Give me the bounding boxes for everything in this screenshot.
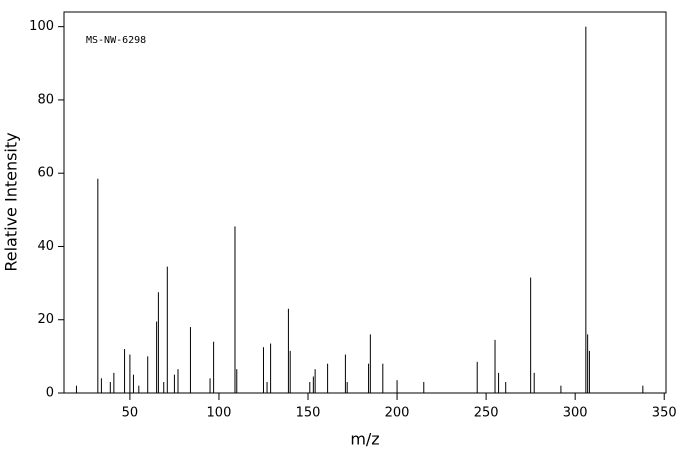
x-tick-label: 50: [122, 406, 139, 421]
plot-frame: [63, 11, 667, 394]
x-tick-label: 250: [474, 406, 499, 421]
annotation: MS-NW-6298: [86, 35, 146, 46]
x-tick-label: 350: [652, 406, 676, 421]
x-tick-label: 100: [207, 406, 232, 421]
y-tick-label: 60: [37, 166, 54, 181]
y-tick-label: 80: [37, 92, 54, 107]
x-tick-label: 300: [563, 406, 588, 421]
x-tick-label: 200: [385, 406, 410, 421]
y-axis-label: Relative Intensity: [2, 132, 21, 271]
x-tick-label: 150: [296, 406, 321, 421]
x-axis-label: m/z: [350, 430, 379, 449]
y-tick-label: 0: [46, 386, 54, 401]
y-tick-label: 40: [37, 239, 54, 254]
y-tick-label: 100: [29, 19, 54, 34]
y-tick-label: 20: [37, 312, 54, 327]
